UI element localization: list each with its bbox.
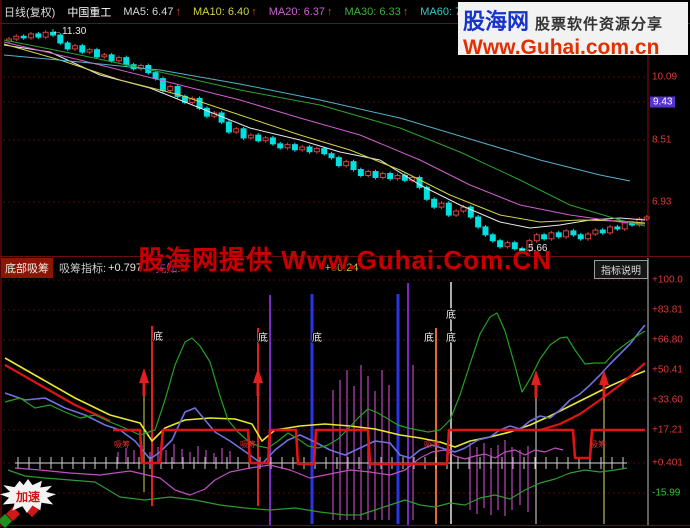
green-osc: [7, 467, 628, 516]
extra-metric: +50.24 ↑: [325, 262, 366, 274]
buy-signal-arrow: [599, 370, 609, 398]
ma-line-MA30: [3, 39, 646, 227]
yellow-line: [4, 357, 646, 448]
ma-lines: [3, 39, 646, 229]
topbar-item-text: MA20: 6.37: [268, 5, 325, 18]
topbar-item: MA10: 6.40 ↑: [193, 6, 257, 18]
topbar-item: MA30: 6.33 ↑: [345, 6, 409, 18]
ma-line-MA5: [3, 44, 646, 229]
topbar-item-text: MA10: 6.40: [192, 5, 250, 18]
bottom-signal-label: 底: [446, 331, 456, 344]
xichou-label: 吸筹: [424, 439, 440, 449]
extra-metric-value: +50.24: [324, 262, 359, 274]
up-arrow-icon: ↑: [402, 5, 409, 18]
buy-signal-arrow: [139, 368, 149, 396]
topbar-item-text: 日线(复权): [4, 6, 56, 19]
bottom-signal-label: 底: [312, 331, 322, 344]
candles: [6, 29, 650, 253]
blue-line: [4, 324, 646, 465]
xichou-label: 吸筹: [240, 439, 256, 449]
topbar-item-text: 中国重工: [67, 6, 112, 19]
logo-site-name: 股海网: [463, 9, 530, 34]
indicator-panel: 底底底底底底吸筹 吸筹 吸筹 吸筹: [4, 282, 646, 525]
axis-tick-label: 8.51: [652, 134, 672, 146]
indicator-header: 底部吸筹 吸筹指标: +0.797 ↑ 先知: +50.24 ↑: [1, 258, 366, 278]
axis-tick-label: 9.43: [650, 96, 676, 108]
topbar-item-text: MA30: 6.33: [344, 5, 401, 18]
logo-tagline: 股票软件资源分享: [535, 16, 664, 33]
axis-tick-label: +66.80: [652, 334, 683, 346]
axis-tick-label: -15.99: [652, 487, 681, 499]
up-arrow-icon: ↑: [251, 5, 257, 18]
topbar-item: 中国重工: [67, 4, 111, 20]
indicator-metric-value: +0.797: [108, 262, 143, 274]
topbar-item: 日线(复权): [4, 4, 55, 20]
bottom-signal-label: 底: [258, 331, 268, 344]
axis-tick-label: +33.60: [652, 394, 683, 406]
high-price-label: ←11.30: [52, 26, 87, 37]
indicator-metric-label: 吸筹指标:: [59, 263, 107, 275]
green-line: [4, 312, 646, 449]
up-arrow-icon: ↑: [144, 262, 150, 274]
up-arrow-icon: ↑: [360, 262, 367, 274]
topbar-item: MA20: 6.37 ↑: [269, 6, 333, 18]
topbar-item-text: MA5: 6.47: [123, 5, 174, 18]
indicator-metric: 吸筹指标: +0.797 ↑: [59, 260, 150, 276]
axis-tick-label: +100.0: [652, 274, 683, 286]
axis-tick-label: 10.09: [652, 71, 678, 83]
chart-topbar: 日线(复权) 中国重工 MA5: 6.47 ↑ MA10: 6.40 ↑ MA20: 6.3…: [4, 0, 484, 23]
magenta-osc: [14, 447, 564, 496]
low-price-label: ←5.66: [518, 243, 548, 254]
watermark-text: 股海网提供 Www.Guhai.Com.CN: [138, 245, 552, 275]
xichou-label: 吸筹: [114, 439, 130, 449]
ma-line-MA20: [3, 41, 646, 225]
xichou-label: 吸筹: [590, 439, 606, 449]
up-arrow-icon: ↑: [327, 5, 333, 18]
bottom-signal-label: 底: [424, 331, 434, 344]
red-descend-rise: [4, 364, 111, 423]
up-arrow-icon: ↑: [175, 5, 181, 18]
logo-url: Www.Guhai.com.cn: [463, 36, 660, 59]
topbar-item: MA5: 6.47 ↑: [123, 6, 181, 18]
axis-tick-label: 6.93: [652, 196, 672, 208]
topbar-separator: [0, 23, 690, 24]
indicator-help-button[interactable]: 指标说明: [594, 260, 648, 279]
red-rise: [539, 362, 646, 432]
buy-signal-arrow: [531, 370, 541, 398]
axis-tick-label: +17.21: [652, 424, 683, 436]
bottom-border: [0, 525, 690, 526]
xianzhi-label: 先知:: [155, 263, 181, 275]
red-step: [113, 428, 645, 466]
accelerate-burst-label: 加速: [15, 489, 40, 504]
panel-separator: [0, 256, 690, 257]
buy-signal-arrow: [253, 368, 263, 396]
axis-tick-label: +83.81: [652, 304, 683, 316]
bottom-signal-label: 底: [446, 308, 456, 321]
axis-tick-label: +0.401: [652, 457, 683, 469]
guhai-logo: 股海网 股票软件资源分享 Www.Guhai.com.cn: [458, 2, 688, 59]
axis-tick-label: +50.41: [652, 364, 683, 376]
indicator-tab[interactable]: 底部吸筹: [1, 258, 53, 278]
ma-line-MA10: [3, 43, 646, 224]
bottom-signal-label: 底: [153, 330, 163, 343]
ma-line-MA60: [3, 54, 631, 182]
